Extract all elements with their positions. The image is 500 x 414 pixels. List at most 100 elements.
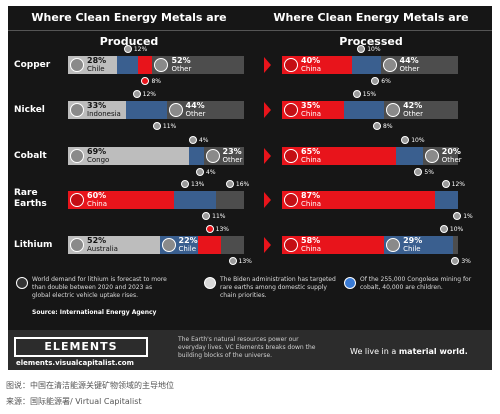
segment-label-nickel-china: 35% China <box>301 101 321 119</box>
bar-segment-nickel-other <box>384 101 458 119</box>
chile-flag <box>161 238 176 252</box>
china-flag <box>284 103 298 117</box>
segment-label-rare-earths-china: 60% China <box>87 191 107 209</box>
elements-logo: ELEMENTS <box>14 337 148 357</box>
china-flag <box>284 193 298 207</box>
caption-description: 图说：中国在清洁能源关键矿物领域的主导地位 <box>6 381 174 390</box>
segment-label-cobalt-other: 20% Other <box>441 148 462 165</box>
myanmar-flag <box>202 212 211 220</box>
chile-flag <box>70 58 84 72</box>
segment-label-rare-earths-china: 87% China <box>301 191 321 209</box>
bar-segment-rare-earths-china <box>68 191 174 209</box>
note-lithium: World demand for lithium is forecast to … <box>32 276 167 299</box>
note-rare-earths: The Biden administration has targeted ra… <box>220 276 336 299</box>
segment-label-nickel-indonesia: 33% Indonesia <box>87 102 121 119</box>
segment-country: Other <box>441 156 462 164</box>
other-icon <box>386 103 401 117</box>
bar-segment-lithium-other <box>452 236 458 254</box>
japan-flag <box>373 122 382 130</box>
segment-country: China <box>301 200 321 208</box>
segment-pct-cobalt-russia: 4% <box>198 137 209 144</box>
bar-segment-rare-earths-other <box>215 191 244 209</box>
segment-pct: 60% <box>87 191 107 200</box>
lithium-note-icon <box>16 277 28 289</box>
segment-pct-copper-chile: 10% <box>367 46 381 53</box>
other-icon <box>225 180 234 188</box>
bar-segment-copper-china <box>138 56 153 74</box>
segment-country: China <box>301 65 321 73</box>
footer-url[interactable]: elements.visualcapitalist.com <box>16 359 134 367</box>
segment-pct: 42% <box>403 101 423 110</box>
source-line: Source: International Energy Agency <box>32 309 157 316</box>
segment-country: Other <box>403 110 423 118</box>
indonesia-flag <box>70 103 84 117</box>
row-arrow-lithium <box>264 237 271 253</box>
segment-pct-rare-earths-myanmar: 11% <box>212 213 226 220</box>
segment-label-nickel-other: 44% Other <box>185 102 206 119</box>
segment-pct-copper-china: 8% <box>151 78 161 85</box>
segment-pct: 58% <box>301 236 321 245</box>
australia-flag <box>196 168 204 176</box>
bar-segment-copper-chile <box>352 56 370 74</box>
other-icon <box>382 58 397 72</box>
bar-segment-nickel-japan <box>370 101 385 119</box>
segment-country: China <box>301 110 321 118</box>
segment-pct: 52% <box>171 56 191 65</box>
row-arrow-cobalt <box>264 148 271 164</box>
chile-flag <box>386 238 401 252</box>
segment-country: Other <box>399 65 420 73</box>
segment-pct-nickel-philippines: 12% <box>142 91 156 98</box>
produced-header: Where Clean Energy Metals are Produced <box>31 11 227 48</box>
philippines-flag <box>132 90 141 98</box>
bar-segment-rare-earths-china <box>282 191 436 209</box>
segment-label-cobalt-china: 65% China <box>301 147 321 165</box>
bar-segment-copper-japan <box>370 56 381 74</box>
estonia-flag <box>453 212 462 220</box>
bar-segment-copper-other <box>152 56 244 74</box>
segment-pct: 35% <box>301 101 321 110</box>
china-flag <box>141 77 150 85</box>
china-flag <box>70 193 84 207</box>
china-flag <box>284 238 298 252</box>
segment-country: Chile <box>178 245 197 253</box>
row-label-lithium: Lithium <box>14 240 53 250</box>
segment-country: Other <box>171 65 192 73</box>
segment-label-lithium-china: 58% China <box>301 236 321 254</box>
other-icon <box>205 149 220 163</box>
infographic-panel: Where Clean Energy Metals are Produced W… <box>8 6 492 370</box>
bar-segment-nickel-russia <box>147 101 167 119</box>
segment-pct-nickel-russia: 11% <box>162 123 177 130</box>
segment-country: Congo <box>87 156 110 164</box>
segment-pct-cobalt-belgium: 5% <box>424 169 434 176</box>
segment-pct: 29% <box>403 236 423 245</box>
bar-segment-lithium-china <box>282 236 385 254</box>
congo-flag-icon <box>344 277 356 289</box>
peru-flag <box>123 45 132 53</box>
bar-segment-nickel-philippines <box>126 101 148 119</box>
segment-country: Indonesia <box>87 110 121 118</box>
segment-pct: 87% <box>301 191 321 200</box>
other-icon <box>424 149 439 163</box>
congo-flag <box>70 149 84 163</box>
segment-pct: 52% <box>87 236 107 245</box>
russia-flag <box>188 136 197 144</box>
bar-segment-cobalt-finland <box>396 147 414 165</box>
china-flag <box>284 149 298 163</box>
bar-segment-nickel-indonesia <box>343 101 370 119</box>
segment-label-copper-other: 44% Other <box>399 57 420 74</box>
row-arrow-rare-earths <box>264 192 271 208</box>
russia-flag <box>152 122 161 130</box>
chile-flag <box>357 45 366 53</box>
segment-country: China <box>301 156 321 164</box>
other-icon <box>451 257 460 265</box>
other-icon <box>168 103 183 117</box>
bar-segment-copper-peru <box>117 56 139 74</box>
segment-label-copper-chile: 28% Chile <box>87 57 106 74</box>
segment-label-copper-other: 52% Other <box>171 56 192 74</box>
bar-segment-cobalt-australia <box>196 147 204 165</box>
segment-country: Other <box>185 110 206 118</box>
bar-segment-lithium-argentina <box>435 236 453 254</box>
footer: ELEMENTS elements.visualcapitalist.com T… <box>8 330 492 370</box>
segment-pct: 65% <box>301 147 321 156</box>
note-cobalt: Of the 255,000 Congolese mining for coba… <box>360 276 472 291</box>
